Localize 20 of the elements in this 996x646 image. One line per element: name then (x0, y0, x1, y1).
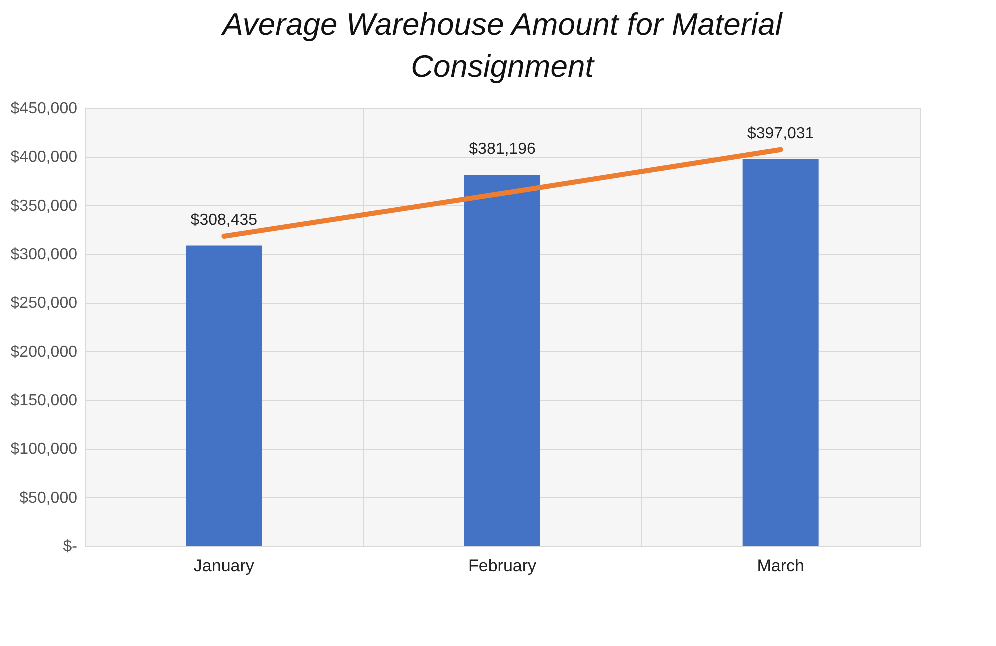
data-label: $397,031 (747, 126, 814, 143)
x-tick-label: January (194, 556, 255, 576)
y-tick-label: $50,000 (20, 490, 78, 507)
bar (186, 246, 262, 546)
data-label: $308,435 (190, 212, 258, 229)
y-tick-label: $450,000 (10, 100, 78, 118)
y-tick-label: $- (63, 538, 78, 556)
bar (464, 174, 540, 546)
y-tick-label: $200,000 (10, 344, 78, 361)
x-tick-label: March (757, 556, 804, 576)
y-tick-label: $100,000 (10, 441, 78, 458)
data-label: $381,196 (469, 140, 536, 158)
y-tick-label: $400,000 (10, 149, 78, 166)
y-tick-label: $250,000 (10, 295, 78, 312)
chart-title: Average Warehouse Amount for Material Consignment (220, 7, 784, 84)
bar (742, 160, 819, 546)
x-tick-label: February (468, 556, 538, 576)
y-tick-label: $150,000 (10, 392, 78, 410)
y-tick-label: $350,000 (10, 198, 78, 215)
y-tick-label: $300,000 (10, 246, 78, 264)
